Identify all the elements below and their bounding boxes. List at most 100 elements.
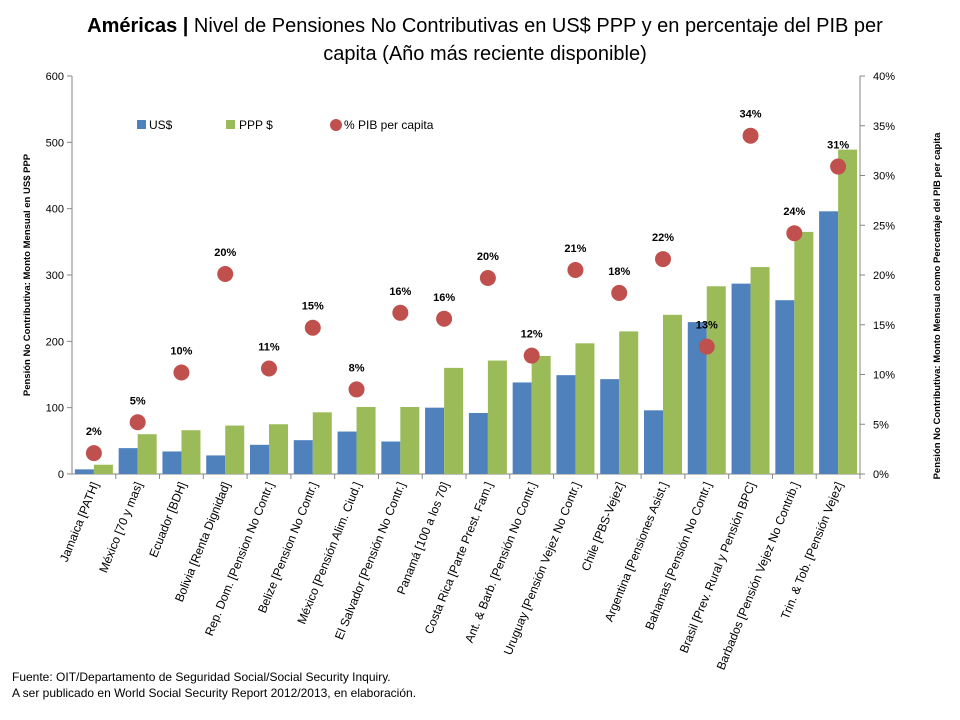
x-tick-label: Barbados [Pensión Vejez No Contrib.] bbox=[714, 480, 802, 672]
bar-usd bbox=[775, 300, 795, 474]
bar-usd bbox=[468, 412, 488, 474]
data-label-pct: 13% bbox=[696, 320, 718, 332]
y-tick-label: 100 bbox=[46, 403, 64, 415]
y2-axis-title: Pensión No Contributiva: Monto Mensual c… bbox=[932, 132, 943, 480]
legend-label-usd: US$ bbox=[149, 118, 173, 132]
legend-swatch-pct bbox=[330, 119, 342, 131]
bar-ppp bbox=[225, 425, 245, 474]
bar-ppp bbox=[663, 314, 682, 474]
bar-usd bbox=[250, 444, 269, 474]
x-tick-label: Jamaica [PATH] bbox=[57, 480, 102, 564]
data-label-pct: 15% bbox=[302, 301, 324, 313]
y2-tick-label: 0% bbox=[873, 469, 889, 481]
y-axis-title: Pensión No Contributiva: Monto Mensual e… bbox=[22, 153, 33, 396]
data-label-pct: 16% bbox=[433, 292, 455, 304]
bar-ppp bbox=[93, 464, 113, 474]
point-pct bbox=[611, 284, 628, 301]
point-pct bbox=[567, 262, 584, 279]
data-label-pct: 12% bbox=[521, 329, 543, 341]
data-label-pct: 24% bbox=[783, 206, 805, 218]
chart-title-bold: Américas | bbox=[87, 15, 189, 37]
point-pct bbox=[698, 338, 715, 355]
data-label-pct: 8% bbox=[349, 362, 365, 374]
bar-ppp bbox=[181, 430, 201, 474]
bar-usd bbox=[293, 440, 313, 474]
data-label-pct: 22% bbox=[652, 232, 674, 244]
x-tick-label: Uruguay [Pensión Vejez No Contr.] bbox=[501, 480, 583, 657]
data-label-pct: 18% bbox=[608, 266, 630, 278]
legend-swatch-ppp bbox=[226, 120, 235, 129]
data-label-pct: 16% bbox=[389, 286, 411, 298]
data-label-pct: 21% bbox=[564, 243, 586, 255]
legend-swatch-usd bbox=[137, 120, 146, 129]
y2-tick-label: 15% bbox=[873, 320, 895, 332]
bar-ppp bbox=[750, 267, 770, 474]
bar-usd bbox=[687, 322, 707, 474]
y2-tick-label: 5% bbox=[873, 419, 889, 431]
point-pct bbox=[129, 414, 146, 431]
data-label-pct: 20% bbox=[214, 247, 236, 259]
legend-label-ppp: PPP $ bbox=[239, 118, 273, 132]
bar-usd bbox=[118, 448, 138, 474]
bar-usd bbox=[512, 382, 532, 474]
y2-tick-label: 25% bbox=[873, 220, 895, 232]
bar-ppp bbox=[444, 367, 464, 474]
bar-usd bbox=[425, 407, 445, 474]
y2-tick-label: 10% bbox=[873, 370, 895, 382]
point-pct bbox=[348, 381, 365, 398]
bar-usd bbox=[162, 451, 182, 474]
x-tick-label: México [70 y mas] bbox=[96, 480, 145, 575]
y-tick-label: 0 bbox=[58, 469, 64, 481]
point-pct bbox=[479, 269, 496, 286]
bar-ppp bbox=[137, 434, 157, 474]
point-pct bbox=[85, 445, 102, 462]
data-label-pct: 34% bbox=[740, 109, 762, 121]
bar-usd bbox=[731, 283, 751, 474]
y2-tick-label: 30% bbox=[873, 171, 895, 183]
point-pct bbox=[261, 360, 277, 377]
bar-ppp bbox=[619, 331, 639, 474]
point-pct bbox=[830, 158, 847, 175]
y2-tick-label: 20% bbox=[873, 270, 895, 282]
point-pct bbox=[304, 319, 321, 336]
chart-title-rest: Nivel de Pensiones No Contributivas en U… bbox=[188, 15, 883, 65]
point-pct bbox=[392, 304, 409, 321]
data-label-pct: 31% bbox=[827, 140, 849, 152]
bar-usd bbox=[74, 469, 94, 474]
point-pct bbox=[173, 364, 190, 381]
bar-ppp bbox=[400, 407, 420, 474]
bar-usd bbox=[556, 375, 576, 474]
chart-title: Américas | Nivel de Pensiones No Contrib… bbox=[60, 12, 910, 68]
bar-usd bbox=[206, 455, 226, 474]
y-tick-label: 300 bbox=[46, 270, 64, 282]
bar-ppp bbox=[838, 149, 858, 474]
y2-tick-label: 40% bbox=[873, 71, 895, 83]
source-line-1: Fuente: OIT/Departamento de Seguridad So… bbox=[12, 670, 391, 684]
data-label-pct: 20% bbox=[477, 251, 499, 263]
point-pct bbox=[217, 266, 234, 283]
data-label-pct: 10% bbox=[170, 346, 192, 358]
bar-ppp bbox=[312, 412, 332, 474]
y-tick-label: 500 bbox=[46, 137, 64, 149]
source-line-2: A ser publicado en World Social Security… bbox=[12, 686, 417, 700]
bar-ppp bbox=[356, 407, 376, 474]
x-tick-label: Chile [PBS-Vejez] bbox=[579, 480, 627, 573]
x-tick-label: Brasil [Prev. Rural y Pensión BPC] bbox=[677, 480, 759, 655]
data-label-pct: 11% bbox=[258, 342, 280, 354]
point-pct bbox=[786, 225, 803, 242]
y2-tick-label: 35% bbox=[873, 121, 895, 133]
bar-usd bbox=[644, 410, 663, 474]
y-tick-label: 400 bbox=[46, 204, 64, 216]
y-tick-label: 200 bbox=[46, 336, 64, 348]
bar-ppp bbox=[269, 424, 288, 474]
point-pct bbox=[436, 310, 453, 327]
x-tick-label: Ecuador [BDH] bbox=[146, 480, 189, 559]
bar-ppp bbox=[487, 360, 507, 474]
bar-usd bbox=[600, 379, 620, 474]
point-pct bbox=[742, 127, 759, 144]
bar-ppp bbox=[575, 343, 595, 474]
data-label-pct: 5% bbox=[130, 395, 146, 407]
point-pct bbox=[523, 347, 540, 364]
source-note: Fuente: OIT/Departamento de Seguridad So… bbox=[12, 669, 416, 701]
